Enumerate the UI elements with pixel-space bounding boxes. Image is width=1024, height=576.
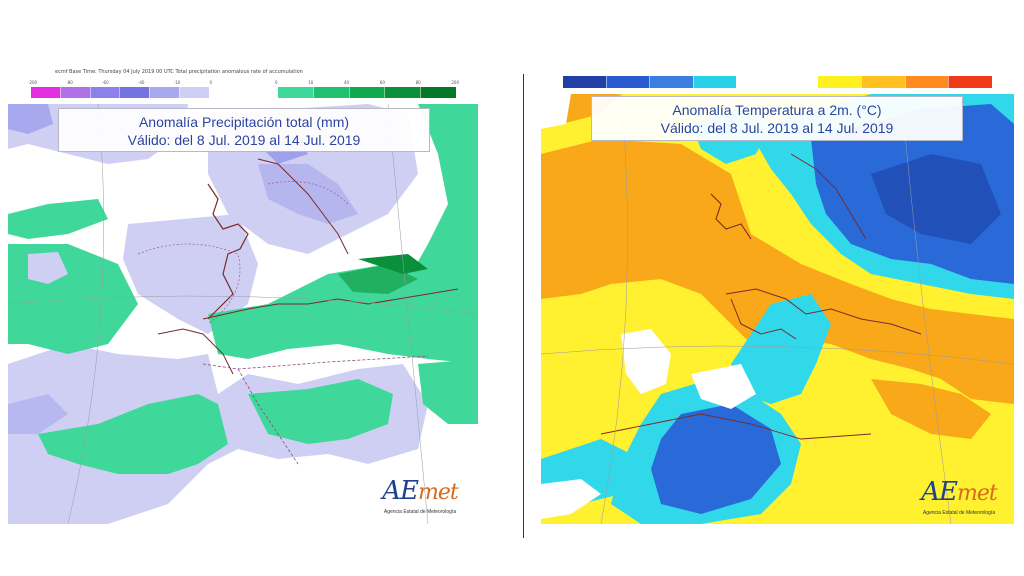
- precip-title-box: Anomalía Precipitación total (mm) Válido…: [58, 108, 430, 152]
- colorbar-cell: [818, 76, 861, 88]
- precip-wet-scale-ticks: 0 10 40 60 80 200: [275, 80, 459, 85]
- aemet-logo: AEmet Agencia Estatal de Meteorología: [368, 477, 472, 523]
- graticule-line: [387, 104, 429, 524]
- colorbar-cell: [904, 76, 949, 88]
- coastline: [790, 153, 867, 240]
- contour-line: [267, 181, 349, 205]
- coastline: [157, 328, 234, 375]
- colorbar-cell: [348, 87, 385, 98]
- colorbar-cell: [605, 76, 649, 88]
- colorbar-cell: [179, 87, 209, 98]
- coastline: [202, 288, 459, 320]
- temp-warm-colorbar: [818, 76, 992, 88]
- contour-line: [137, 243, 241, 325]
- aemet-logo-mark: AEmet: [921, 477, 997, 507]
- tick-label: 0: [209, 80, 212, 85]
- graticule-line: [900, 94, 952, 524]
- aemet-logo-subtitle: Agencia Estatal de Meteorología: [383, 509, 457, 515]
- colorbar-cell: [420, 87, 456, 98]
- temp-title-box: Anomalía Temperatura a 2m. (°C) Válido: …: [591, 96, 963, 141]
- country-border: [202, 355, 429, 370]
- neutral-anomaly-region: [541, 94, 571, 129]
- wet-anomaly-region: [28, 252, 68, 284]
- wet-anomaly-region: [408, 104, 478, 314]
- warm-anomaly-region: [871, 379, 991, 439]
- precip-header-text: ecmf Base Time: Thursday 04 July 2019 00…: [55, 69, 303, 75]
- cold-anomaly-region: [651, 404, 781, 514]
- aemet-logo: AEmet Agencia Estatal de Meteorología: [908, 478, 1010, 524]
- wet-anomaly-region: [38, 394, 228, 474]
- tick-label: 80: [415, 80, 421, 85]
- aemet-logo-subtitle: Agencia Estatal de Meteorología: [922, 510, 996, 516]
- cold-anomaly-region: [731, 294, 831, 404]
- colorbar-cell: [384, 87, 421, 98]
- colorbar-cell: [312, 87, 349, 98]
- tick-label: -80: [66, 80, 73, 85]
- graticule-line: [541, 345, 1014, 365]
- tick-label: -40: [137, 80, 145, 85]
- wet-anomaly-region: [358, 254, 428, 274]
- coastline: [257, 158, 349, 255]
- precip-wet-colorbar: [278, 87, 456, 98]
- colorbar-cell: [278, 87, 313, 98]
- colorbar-cell: [59, 87, 90, 98]
- colorbar-cell: [149, 87, 180, 98]
- country-border: [237, 368, 299, 465]
- neutral-anomaly-region: [691, 364, 756, 409]
- wet-anomaly-region: [418, 359, 478, 424]
- tick-label: 40: [344, 80, 350, 85]
- graticule-line: [67, 104, 104, 524]
- precip-dry-scale-ticks: -200 -80 -60 -40 -10 0: [28, 80, 212, 85]
- temp-cold-colorbar: [563, 76, 736, 88]
- dry-anomaly-region: [123, 214, 258, 334]
- precip-dry-colorbar: [31, 87, 209, 98]
- tick-label: -10: [173, 80, 181, 85]
- tick-label: -200: [28, 80, 38, 85]
- cold-anomaly-region: [541, 479, 601, 519]
- colorbar-cell: [31, 87, 60, 98]
- warm-anomaly-region: [541, 139, 1014, 404]
- tick-label: 60: [379, 80, 385, 85]
- tick-label: 200: [451, 80, 459, 85]
- wet-anomaly-region: [248, 379, 393, 444]
- wet-anomaly-region: [8, 199, 108, 239]
- colorbar-cell: [119, 87, 150, 98]
- colorbar-cell: [860, 76, 905, 88]
- temp-valid-dates: Válido: del 8 Jul. 2019 al 14 Jul. 2019: [660, 120, 894, 136]
- coastline: [710, 193, 752, 240]
- precip-valid-dates: Válido: del 8 Jul. 2019 al 14 Jul. 2019: [127, 132, 361, 148]
- temp-title: Anomalía Temperatura a 2m. (°C): [672, 102, 882, 118]
- colorbar-cell: [948, 76, 992, 88]
- tick-label: 10: [308, 80, 314, 85]
- neutral-anomaly-region: [621, 329, 671, 394]
- graticule-line: [8, 295, 478, 315]
- coastline: [725, 288, 922, 335]
- colorbar-cell: [649, 76, 693, 88]
- precip-title: Anomalía Precipitación total (mm): [138, 114, 350, 130]
- tick-label: -60: [102, 80, 109, 85]
- coastline: [730, 298, 797, 340]
- coastline: [600, 413, 872, 440]
- tick-label: 0: [275, 80, 278, 85]
- colorbar-cell: [89, 87, 120, 98]
- dry-anomaly-region: [8, 104, 53, 134]
- precipitation-anomaly-map: [8, 104, 478, 524]
- colorbar-cell: [563, 76, 606, 88]
- panel-divider: [523, 74, 524, 538]
- temperature-anomaly-map: [541, 94, 1014, 524]
- graticule-line: [600, 94, 628, 524]
- colorbar-cell: [692, 76, 736, 88]
- dry-anomaly-region: [8, 394, 68, 434]
- cold-anomaly-region: [871, 154, 1001, 244]
- aemet-logo-mark: AEmet: [382, 476, 458, 506]
